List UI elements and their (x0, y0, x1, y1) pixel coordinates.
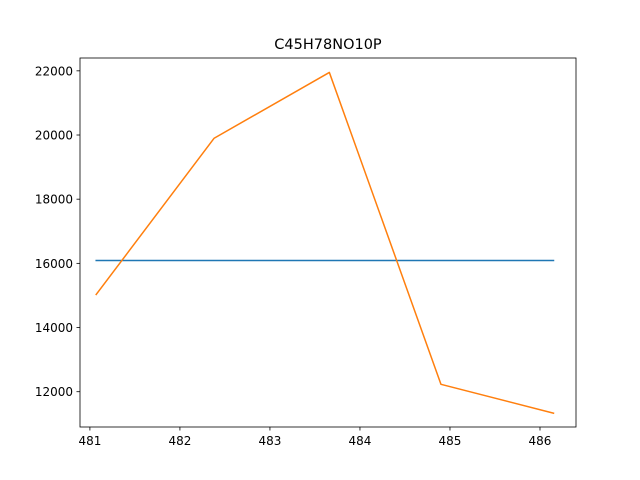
y-tick-label: 14000 (35, 321, 73, 335)
y-tick-label: 20000 (35, 129, 73, 143)
y-tick-label: 16000 (35, 257, 73, 271)
x-tick-label: 481 (78, 434, 101, 448)
y-tick-label: 12000 (35, 385, 73, 399)
x-tick-label: 484 (349, 434, 372, 448)
x-tick-label: 485 (439, 434, 462, 448)
plot-background (80, 58, 576, 427)
plot-area (80, 58, 576, 427)
series-line-2 (95, 71, 555, 415)
x-tick-label: 482 (168, 434, 191, 448)
series-group (95, 71, 555, 415)
x-tick-label: 486 (529, 434, 552, 448)
axes-frame (79, 57, 577, 428)
axes-group: 481 482 483 484 485 486 12000 14000 16000 18000 20… (35, 57, 577, 448)
y-tick-label: 18000 (35, 193, 73, 207)
y-tick-label: 22000 (35, 64, 73, 78)
x-tick-label: 483 (258, 434, 281, 448)
chart-title: C45H78NO10P (274, 37, 382, 53)
